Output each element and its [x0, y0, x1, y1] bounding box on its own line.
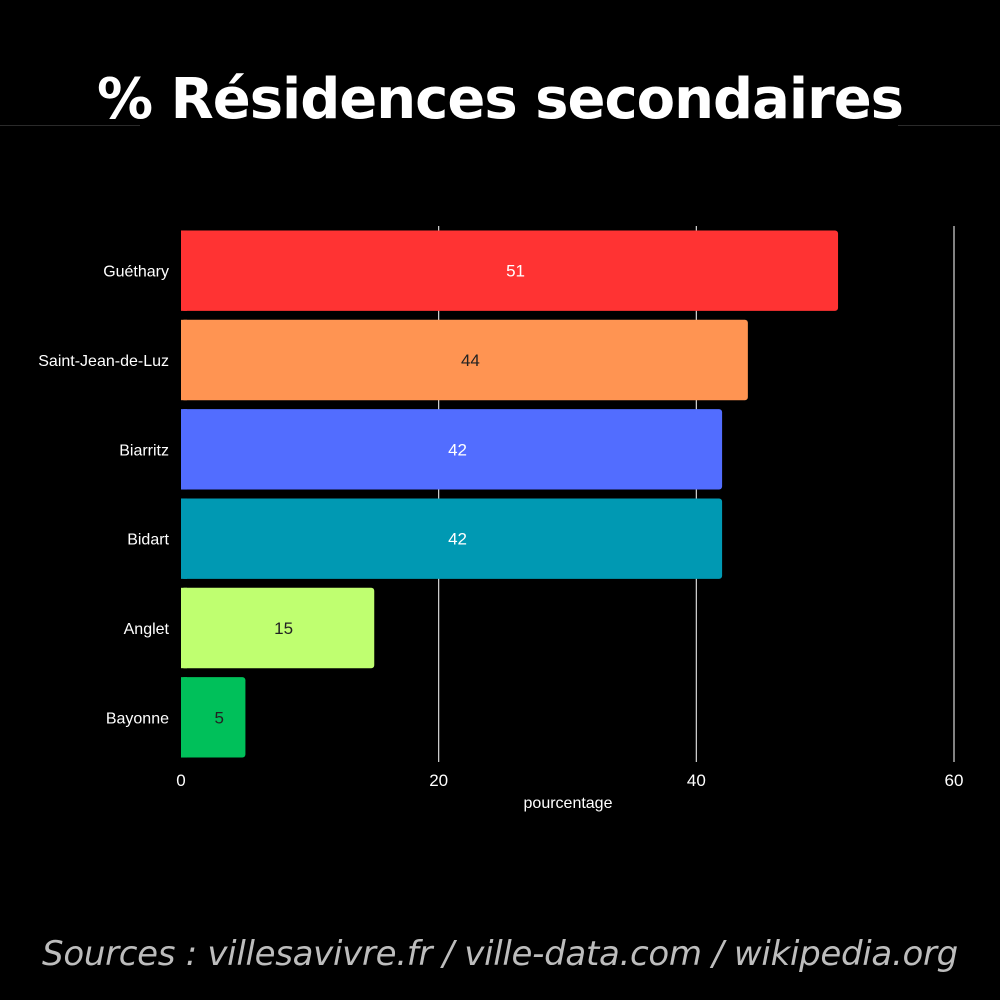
chart-title: % Résidences secondaires [96, 67, 904, 132]
category-label: Biarritz [119, 442, 169, 459]
x-tick-label: 20 [429, 771, 448, 790]
x-tick-label: 0 [176, 771, 185, 790]
category-labels: Guéthary Saint-Jean-de-Luz Biarritz Bidart A… [38, 264, 169, 728]
bar-edge [181, 319, 187, 401]
data-label: 15 [274, 619, 293, 638]
bar [181, 230, 839, 311]
x-axis-label: pourcentage [524, 795, 613, 812]
bar [181, 587, 375, 669]
category-label: Guéthary [103, 264, 169, 281]
bar [181, 409, 723, 490]
bar-chart: 51 44 42 42 15 5 Guéthary Saint-Jean-de-Luz Bia… [38, 226, 963, 812]
x-tick-label: 60 [945, 771, 964, 790]
bars [181, 230, 839, 758]
bar [181, 677, 246, 758]
bar-edge [181, 498, 187, 579]
data-label: 42 [448, 530, 467, 549]
data-label: 51 [506, 262, 525, 281]
bar-edge [181, 587, 187, 669]
title-rule-left [0, 125, 140, 126]
x-tick-label: 40 [687, 771, 706, 790]
bar-edge [181, 230, 187, 311]
data-label: 42 [448, 440, 467, 459]
grid-lines [438, 226, 955, 762]
bar [181, 498, 723, 579]
data-label: 5 [214, 708, 223, 727]
category-label: Anglet [124, 621, 170, 638]
source-note: Sources : villesavivre.fr / ville-data.c… [42, 934, 958, 974]
category-label: Bayonne [106, 710, 169, 727]
title-rule-right [898, 125, 1000, 126]
category-label: Saint-Jean-de-Luz [38, 353, 169, 370]
tick-labels: 0 20 40 60 [176, 771, 963, 790]
data-labels: 51 44 42 42 15 5 [214, 262, 525, 728]
bar-edge [181, 409, 187, 490]
bar-edge [181, 677, 187, 758]
data-label: 44 [461, 351, 480, 370]
category-label: Bidart [127, 532, 169, 549]
bar [181, 319, 748, 401]
title-area: % Résidences secondaires [0, 60, 1000, 150]
